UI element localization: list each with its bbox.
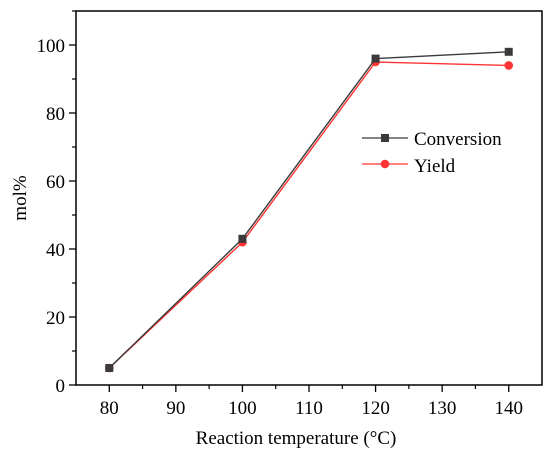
legend-marker-yield — [380, 159, 390, 169]
x-axis-title: Reaction temperature (°C) — [196, 428, 397, 449]
point-conversion-140 — [504, 47, 513, 56]
y-tick-label-40: 40 — [46, 240, 65, 261]
legend-entry-yield: Yield — [362, 156, 456, 177]
x-tick-label-110: 110 — [295, 398, 323, 419]
legend-label-yield: Yield — [414, 156, 456, 177]
series-line-conversion — [108, 51, 509, 369]
series-conversion — [105, 47, 513, 372]
legend-marker-conversion — [381, 134, 389, 142]
legend-label-conversion: Conversion — [414, 129, 502, 150]
series-layer — [104, 47, 514, 373]
point-conversion-120 — [371, 54, 380, 63]
x-tick-label-120: 120 — [361, 398, 390, 419]
legend: Conversion Yield — [362, 129, 502, 177]
x-tick-label-130: 130 — [428, 398, 457, 419]
y-tick-label-80: 80 — [46, 104, 65, 125]
y-tick-label-0: 0 — [56, 376, 66, 397]
series-yield — [104, 57, 514, 373]
y-tick-label-100: 100 — [37, 36, 66, 57]
series-line-yield — [108, 61, 509, 369]
x-tick-label-100: 100 — [228, 398, 257, 419]
y-tick-label-20: 20 — [46, 308, 65, 329]
x-axis-ticks: 80 90 100 110 120 130 140 — [100, 385, 523, 419]
x-tick-label-140: 140 — [494, 398, 523, 419]
point-conversion-100 — [238, 234, 247, 243]
legend-entry-conversion: Conversion — [362, 129, 502, 150]
y-axis-ticks: 0 20 40 60 80 100 — [37, 10, 76, 397]
y-tick-label-60: 60 — [46, 172, 65, 193]
plot-frame — [75, 10, 543, 386]
point-yield-140 — [504, 61, 514, 70]
y-axis-title: mol% — [10, 175, 31, 221]
x-tick-label-90: 90 — [166, 398, 185, 419]
point-conversion-80 — [105, 364, 114, 372]
x-tick-label-80: 80 — [100, 398, 119, 419]
